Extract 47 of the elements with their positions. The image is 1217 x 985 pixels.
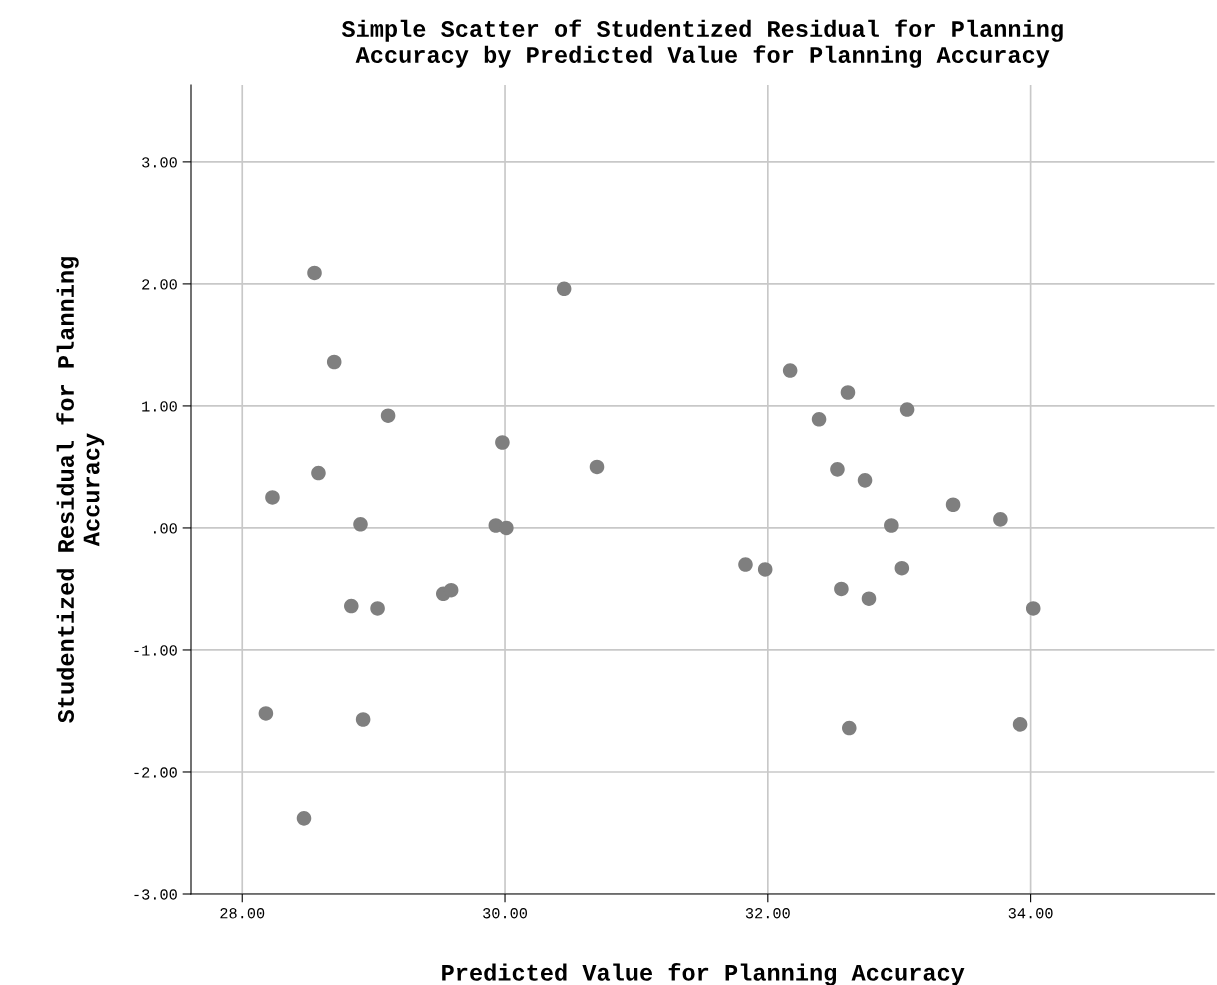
point	[380, 408, 396, 423]
point	[738, 557, 753, 572]
y-tick-label: 2.00	[142, 279, 177, 290]
point	[258, 706, 274, 721]
point	[307, 265, 322, 281]
point	[830, 462, 845, 477]
point	[326, 354, 342, 370]
point	[296, 811, 312, 826]
x-axis-title: Predicted Value for Planning Accuracy	[442, 963, 965, 985]
point	[589, 459, 605, 475]
point	[355, 712, 371, 727]
y-tick-label: 3.00	[142, 157, 177, 168]
point	[499, 520, 514, 536]
y-tick-label: -1.00	[134, 645, 177, 656]
point	[857, 473, 873, 488]
point	[311, 465, 326, 481]
point	[861, 591, 877, 606]
point	[370, 601, 385, 616]
point	[265, 490, 280, 505]
x-tick-label: 32.00	[745, 908, 790, 919]
point	[1012, 717, 1028, 732]
point	[899, 402, 915, 417]
point	[782, 363, 798, 378]
point	[993, 512, 1008, 527]
y-tick-label: 1.00	[142, 401, 177, 412]
point	[443, 582, 459, 598]
x-tick-label: 30.00	[483, 908, 528, 919]
x-tick-label: 34.00	[1008, 908, 1053, 919]
point	[894, 560, 910, 576]
y-tick-label: -2.00	[134, 767, 177, 778]
point	[353, 516, 368, 532]
point	[834, 581, 849, 597]
point	[884, 518, 899, 533]
y-tick-label: .00	[154, 523, 177, 534]
point	[757, 562, 773, 577]
point	[556, 281, 572, 297]
point	[840, 385, 856, 400]
point	[1025, 601, 1041, 616]
point	[842, 720, 857, 736]
point	[811, 412, 827, 427]
x-tick-label: 28.00	[220, 908, 265, 919]
y-tick-label: -3.00	[134, 889, 177, 900]
y-axis-title: Studentized Residual for Planning Accuracy	[56, 257, 105, 723]
point	[945, 497, 961, 513]
point	[495, 435, 510, 450]
chart-title: Simple Scatter of Studentized Residual for Planning Accuracy by Predicted Value for Planning Accuracy	[341, 19, 1063, 68]
point	[344, 598, 359, 614]
